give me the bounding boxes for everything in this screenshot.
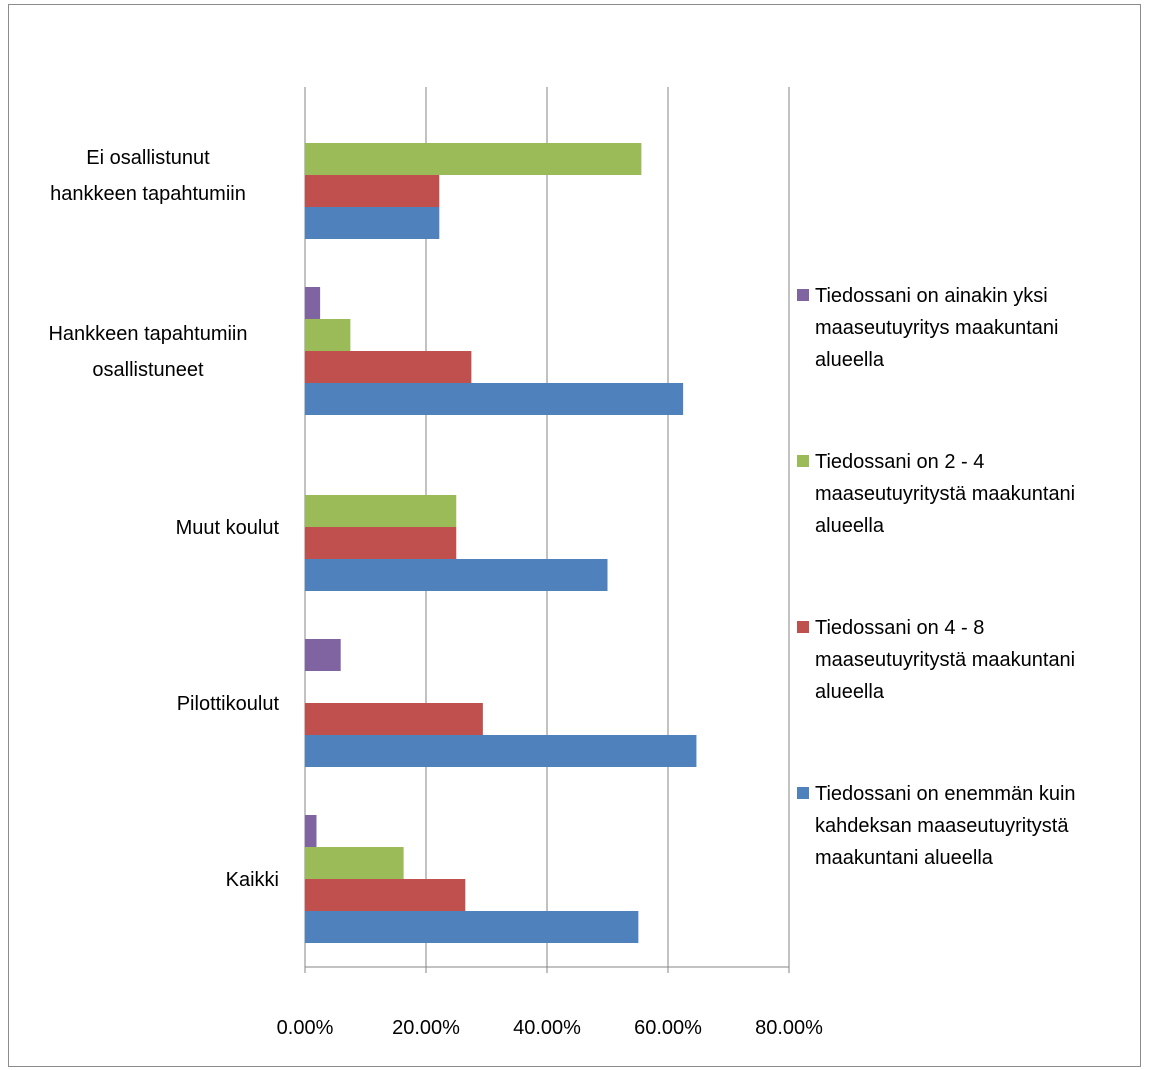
legend-swatch (797, 455, 809, 467)
bar (305, 639, 341, 671)
legend-label: Tiedossani on 2 - 4 maaseutuyritystä maak… (815, 451, 1075, 537)
legend-label: Tiedossani on enemmän kuin kahdeksan maas… (815, 783, 1076, 869)
legend: Tiedossani on ainakin yksi maaseutuyritys… (797, 285, 1076, 869)
bar (305, 383, 684, 415)
x-tick-label: 20.00% (392, 1017, 460, 1039)
bar (305, 207, 440, 239)
bar (305, 143, 642, 175)
x-tick-labels: 0.00% 20.00% 40.00% 60.00% 80.00% (277, 1017, 823, 1039)
bar (305, 287, 321, 319)
bar (305, 815, 317, 847)
legend-swatch (797, 621, 809, 633)
x-tick-label: 60.00% (634, 1017, 702, 1039)
x-tick-label: 40.00% (513, 1017, 581, 1039)
bar (305, 879, 466, 911)
category-label: Kaikki (226, 869, 279, 891)
legend-swatch (797, 289, 809, 301)
category-label: Muut koulut (176, 517, 280, 539)
bar (305, 319, 351, 351)
bar (305, 703, 483, 735)
bar (305, 351, 472, 383)
category-label: Pilottikoulut (177, 693, 280, 715)
bar (305, 495, 457, 527)
x-tick-label: 0.00% (277, 1017, 334, 1039)
legend-swatch (797, 787, 809, 799)
bars (305, 143, 697, 943)
category-label: Ei osallistunut hankkeen tapahtumiin (50, 147, 246, 205)
legend-label: Tiedossani on 4 - 8 maaseutuyritystä maak… (815, 617, 1075, 703)
bar (305, 527, 457, 559)
chart-border (8, 4, 1141, 1067)
bar (305, 559, 608, 591)
bar (305, 911, 639, 943)
category-label: Hankkeen tapahtumiin osallistuneet (48, 323, 247, 381)
legend-label: Tiedossani on ainakin yksi maaseutuyritys… (815, 285, 1058, 371)
x-tick-label: 80.00% (755, 1017, 823, 1039)
category-labels: Ei osallistunut hankkeen tapahtumiin Hankk… (48, 147, 279, 891)
bar (305, 847, 404, 879)
bar (305, 735, 697, 767)
bar (305, 175, 440, 207)
